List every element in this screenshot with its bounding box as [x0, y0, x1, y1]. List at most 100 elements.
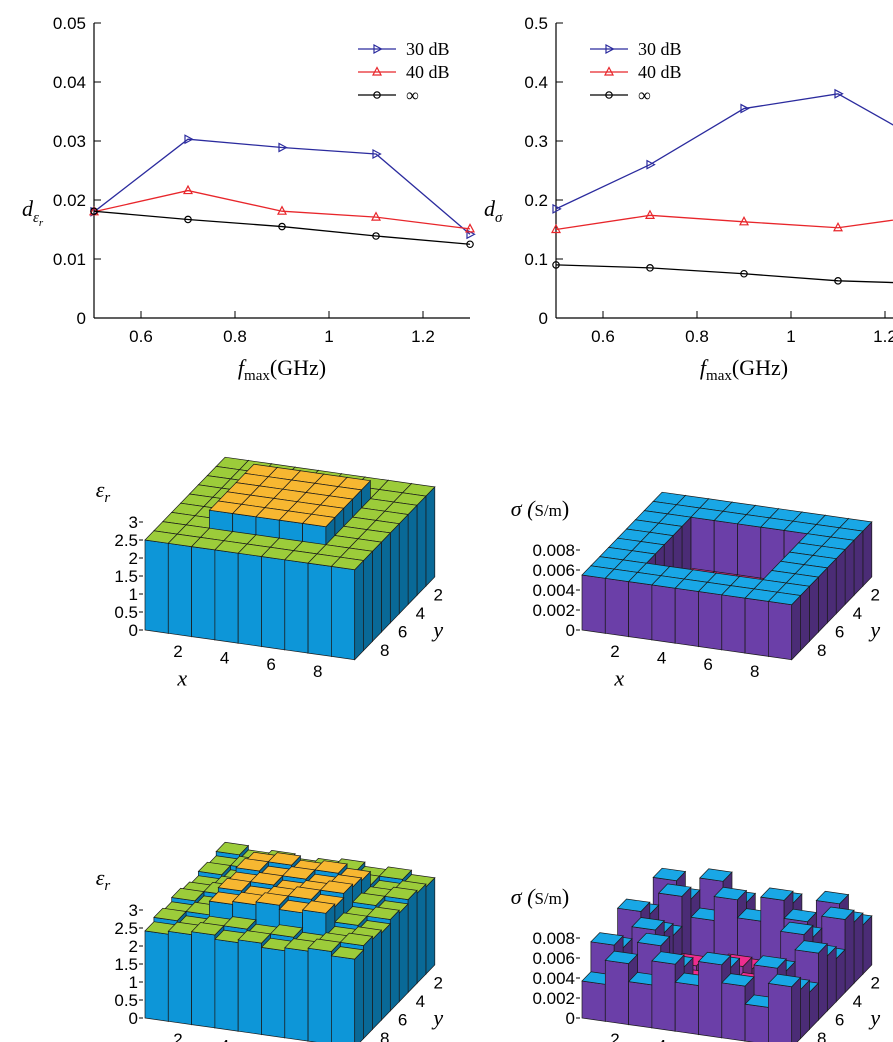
- x-tick-label: 1: [786, 327, 795, 346]
- x-tick-label: 1.2: [873, 327, 893, 346]
- bar-top-face: [794, 940, 829, 954]
- y-tick-label: 0: [539, 309, 548, 328]
- bar-front-face: [698, 961, 723, 1039]
- data-point-2: [90, 207, 98, 216]
- bar-side-face: [354, 949, 364, 1042]
- series-line-2: [555, 264, 893, 284]
- bar-front-face: [744, 597, 769, 657]
- bar-top-face: [767, 973, 802, 988]
- legend-entry: ∞: [406, 85, 419, 105]
- bar-top-face: [783, 908, 818, 923]
- y-tick-label: 4: [416, 992, 425, 1011]
- plot-area: [89, 134, 476, 249]
- x-tick-label: 4: [657, 1037, 666, 1042]
- y-tick-label: 4: [853, 604, 862, 623]
- x-tick-label: 0.6: [129, 327, 153, 346]
- y-tick-label: 0.3: [524, 132, 548, 151]
- bar-top-face: [779, 921, 814, 935]
- bar-front-face: [674, 981, 699, 1035]
- bar-top-face: [301, 513, 336, 528]
- bar-top-face: [330, 946, 365, 960]
- bar-top-face: [366, 906, 400, 920]
- bar-top-face: [267, 852, 302, 866]
- legend-entry: 40 dB: [406, 62, 450, 82]
- bar-top-face: [215, 841, 250, 856]
- x-tick-label: 2: [610, 642, 619, 661]
- x-tick-label: 1: [324, 327, 333, 346]
- bar-front-face: [214, 549, 239, 644]
- bar-front-face: [721, 982, 746, 1042]
- bar-front-face: [721, 594, 746, 654]
- bar-side-face: [354, 559, 364, 661]
- legend-entry: ∞: [638, 85, 651, 105]
- bar-front-face: [144, 930, 169, 1022]
- data-point-2: [372, 232, 380, 240]
- y-tick-label: 6: [835, 1011, 844, 1030]
- bar-front-face: [331, 565, 356, 661]
- z-tick-label: 1: [129, 973, 138, 992]
- bar-front-face: [284, 947, 309, 1042]
- bar-side-face: [407, 504, 418, 606]
- data-point-1: [183, 184, 193, 195]
- y-tick-label: 0.04: [53, 73, 86, 92]
- data-point-1: [465, 223, 475, 233]
- z-tick-label: 0.004: [532, 581, 575, 600]
- z-tick-label: 0.004: [532, 969, 575, 988]
- bar-side-face: [835, 548, 846, 615]
- line-chart-sigma: 0 0.1 0.2 0.3 0.4 0.5 0.6 0.8 1 1.2 fmax(GHz) dσ 30 …: [484, 14, 893, 384]
- bar-front-face: [628, 981, 653, 1029]
- x-tick-label: 4: [220, 649, 229, 668]
- bar-top-face: [307, 938, 342, 952]
- z-tick-label: 3: [129, 901, 138, 920]
- legend-marker: [372, 66, 382, 76]
- data-point-2: [646, 264, 654, 272]
- y-tick-label: 0.02: [53, 191, 86, 210]
- bar-side-face: [425, 876, 436, 975]
- bar-front-face: [144, 539, 169, 634]
- bar-top-face: [314, 860, 348, 874]
- data-point-0: [278, 142, 288, 153]
- bar-front-face: [698, 591, 723, 651]
- bar-top-face: [713, 886, 748, 901]
- z-tick-label: 0: [129, 1009, 138, 1028]
- bar-top-face: [815, 890, 850, 905]
- bar-side-face: [818, 567, 828, 633]
- bar-top-face: [699, 868, 733, 882]
- bar-front-face: [167, 542, 192, 638]
- y-tick-label: 8: [380, 1029, 389, 1042]
- bar-top-face: [636, 932, 671, 947]
- z-tick-label: 2: [129, 937, 138, 956]
- bar-side-face: [407, 889, 418, 994]
- data-point-2: [834, 277, 842, 285]
- legend-entry: 30 dB: [638, 39, 682, 59]
- z-axis-label: εr: [96, 865, 111, 894]
- series-line-0: [555, 93, 893, 210]
- z-tick-label: 0.5: [114, 991, 138, 1010]
- z-tick-label: 0: [566, 621, 575, 640]
- x-tick-label: 4: [220, 1037, 229, 1042]
- bar-top-face: [301, 900, 336, 914]
- z-tick-label: 2.5: [114, 919, 138, 938]
- bar-side-face: [398, 513, 409, 615]
- bar-front-face: [284, 559, 309, 654]
- x-tick-label: 8: [313, 662, 322, 681]
- bar-side-face: [809, 576, 819, 643]
- bar-front-face: [581, 574, 606, 634]
- x-tick-label: 0.8: [685, 327, 709, 346]
- bar-top-face: [255, 892, 289, 906]
- bar-front-face: [604, 959, 629, 1026]
- bar-top-face: [378, 866, 413, 880]
- y-tick-label: 0.1: [524, 250, 548, 269]
- x-tick-label: 8: [750, 662, 759, 681]
- y-tick-label: 2: [870, 974, 879, 993]
- bar-front-face: [651, 584, 676, 644]
- z-tick-label: 1.5: [114, 567, 138, 586]
- bar-top-face: [223, 916, 257, 930]
- bar-side-face: [853, 530, 864, 597]
- bar-side-face: [381, 922, 391, 1021]
- bar-front-face: [604, 577, 629, 638]
- x-tick-label: 2: [610, 1030, 619, 1042]
- bar-side-face: [862, 915, 873, 975]
- bar-top-face: [652, 867, 687, 882]
